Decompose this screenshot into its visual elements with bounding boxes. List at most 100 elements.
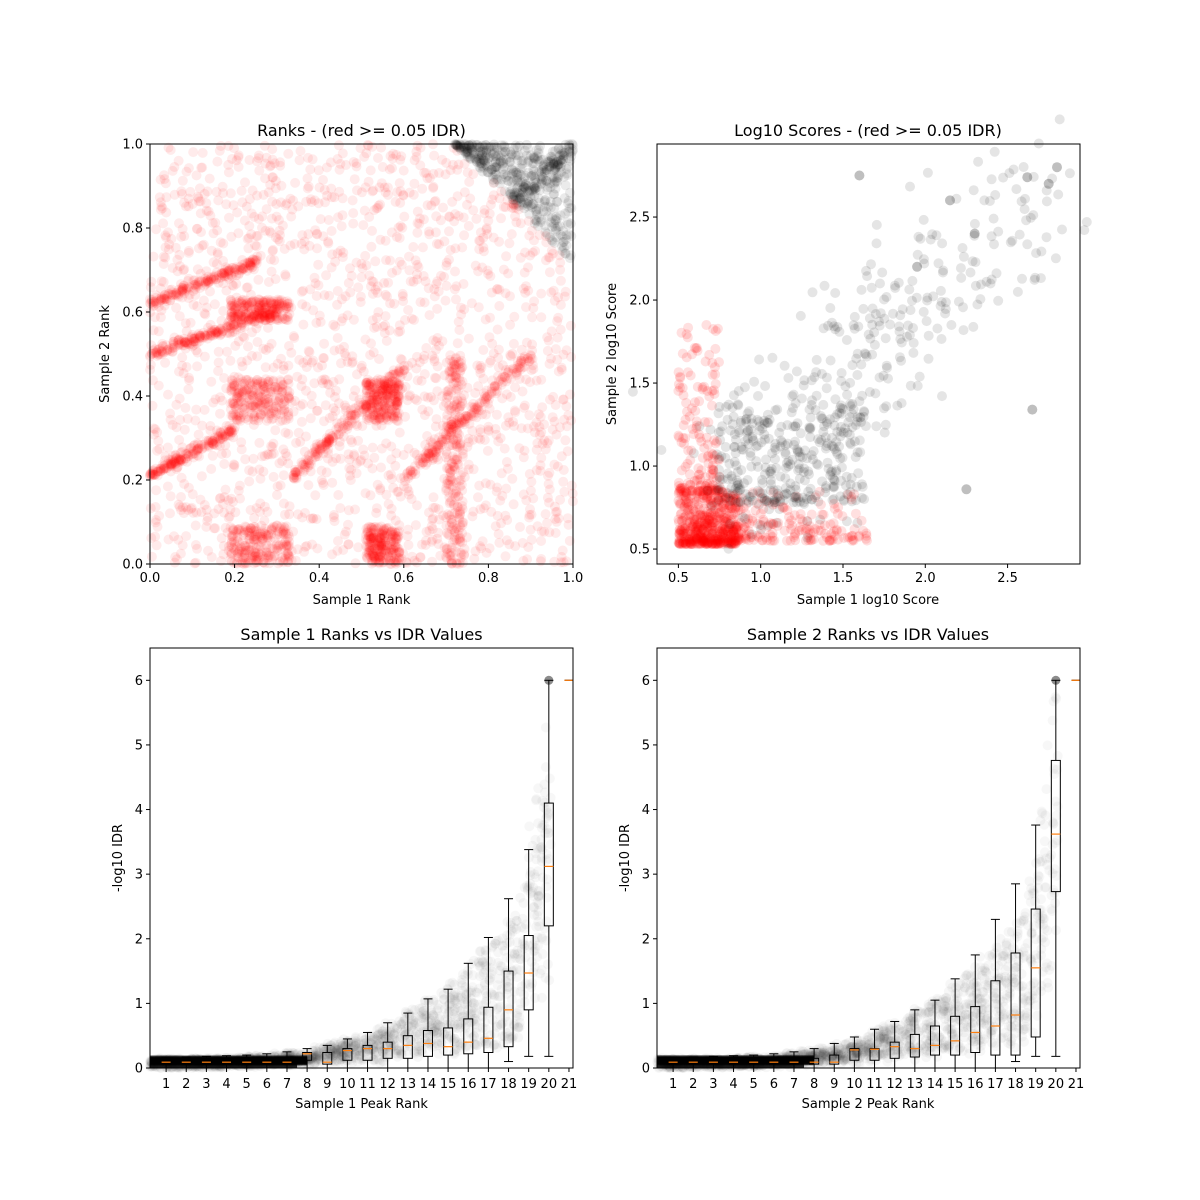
fail-point — [482, 229, 493, 240]
fail-point — [296, 286, 307, 297]
fail-point — [239, 215, 250, 226]
fail-point — [165, 508, 175, 519]
fail-point — [320, 197, 330, 208]
fail-point — [455, 302, 466, 313]
fail-point — [440, 295, 451, 306]
fail-point — [428, 181, 439, 192]
fail-point — [207, 218, 218, 228]
fail-point — [152, 445, 163, 456]
fail-point — [239, 378, 250, 389]
fail-point — [550, 344, 561, 355]
fail-point — [217, 325, 228, 336]
fail-point — [389, 298, 400, 309]
fail-point — [536, 536, 547, 546]
fail-point — [369, 452, 380, 463]
fail-point — [431, 238, 442, 249]
fail-point — [160, 242, 171, 253]
fail-point — [422, 173, 433, 184]
fail-point — [165, 491, 176, 502]
fail-point — [281, 451, 292, 462]
fail-point — [145, 469, 156, 480]
fail-point — [513, 204, 524, 215]
fail-point — [353, 282, 364, 293]
fail-point — [335, 453, 346, 464]
fail-point — [683, 322, 694, 333]
y-tick-label: 0.4 — [122, 390, 143, 405]
fail-point — [198, 295, 209, 306]
fail-point — [359, 450, 370, 461]
fail-point — [452, 191, 463, 202]
fail-point — [307, 154, 318, 165]
fail-point — [417, 404, 428, 415]
ranks-scatter-xlabel: Sample 1 Rank — [313, 593, 411, 608]
fail-point — [317, 360, 327, 371]
fail-point — [478, 345, 489, 355]
fail-point — [321, 162, 332, 173]
fail-point — [179, 264, 190, 275]
fail-point — [344, 463, 355, 474]
fail-point — [312, 243, 323, 254]
fail-point — [226, 231, 237, 242]
fail-point — [376, 546, 387, 557]
fail-point — [528, 364, 539, 374]
fail-point — [288, 195, 299, 206]
fail-point — [408, 242, 419, 252]
fail-point — [372, 479, 383, 490]
fail-point — [480, 314, 491, 325]
fail-point — [484, 208, 495, 219]
fail-point — [468, 434, 478, 445]
fail-point — [566, 480, 577, 491]
fail-point — [527, 247, 538, 258]
fail-point — [145, 503, 156, 514]
fail-point — [525, 524, 536, 535]
fail-point — [266, 449, 277, 460]
pass-point — [486, 164, 497, 175]
fail-point — [454, 506, 465, 517]
fail-point — [265, 254, 276, 265]
fail-point — [155, 283, 166, 294]
fail-point — [345, 287, 356, 298]
fail-point — [431, 414, 442, 425]
fail-point — [266, 213, 277, 224]
fail-point — [165, 408, 176, 419]
fail-point — [536, 374, 547, 385]
fail-point — [492, 482, 503, 493]
fail-point — [519, 353, 529, 364]
fail-point — [500, 551, 511, 562]
fail-point — [158, 218, 169, 229]
fail-point — [352, 369, 362, 380]
fail-point — [502, 515, 513, 525]
fail-point — [511, 217, 522, 228]
fail-point — [257, 211, 268, 222]
fail-point — [158, 259, 169, 269]
fail-point — [294, 155, 305, 166]
fail-point — [468, 464, 479, 475]
fail-point — [539, 526, 550, 537]
fail-point — [411, 395, 422, 406]
fail-point — [299, 244, 310, 255]
fail-point — [166, 233, 177, 244]
y-tick-label: 1.0 — [122, 138, 143, 153]
fail-point — [398, 296, 409, 307]
fail-point — [185, 186, 196, 197]
pass-point — [513, 168, 524, 179]
fail-point — [506, 351, 516, 362]
fail-point — [177, 223, 188, 234]
fail-point — [365, 350, 376, 360]
fail-point — [366, 338, 376, 349]
fail-point — [155, 174, 166, 185]
fail-point — [211, 186, 222, 197]
fail-point — [293, 509, 303, 520]
fail-point — [215, 408, 225, 419]
fail-point — [274, 215, 284, 225]
fail-point — [333, 536, 343, 546]
pass-point — [506, 149, 517, 160]
pass-point — [521, 150, 532, 161]
fail-point — [381, 403, 391, 414]
fail-point — [560, 286, 571, 297]
fail-point — [313, 259, 324, 270]
fail-point — [439, 271, 449, 282]
fail-point — [467, 511, 478, 522]
fail-point — [225, 320, 236, 330]
fail-point — [334, 374, 345, 385]
